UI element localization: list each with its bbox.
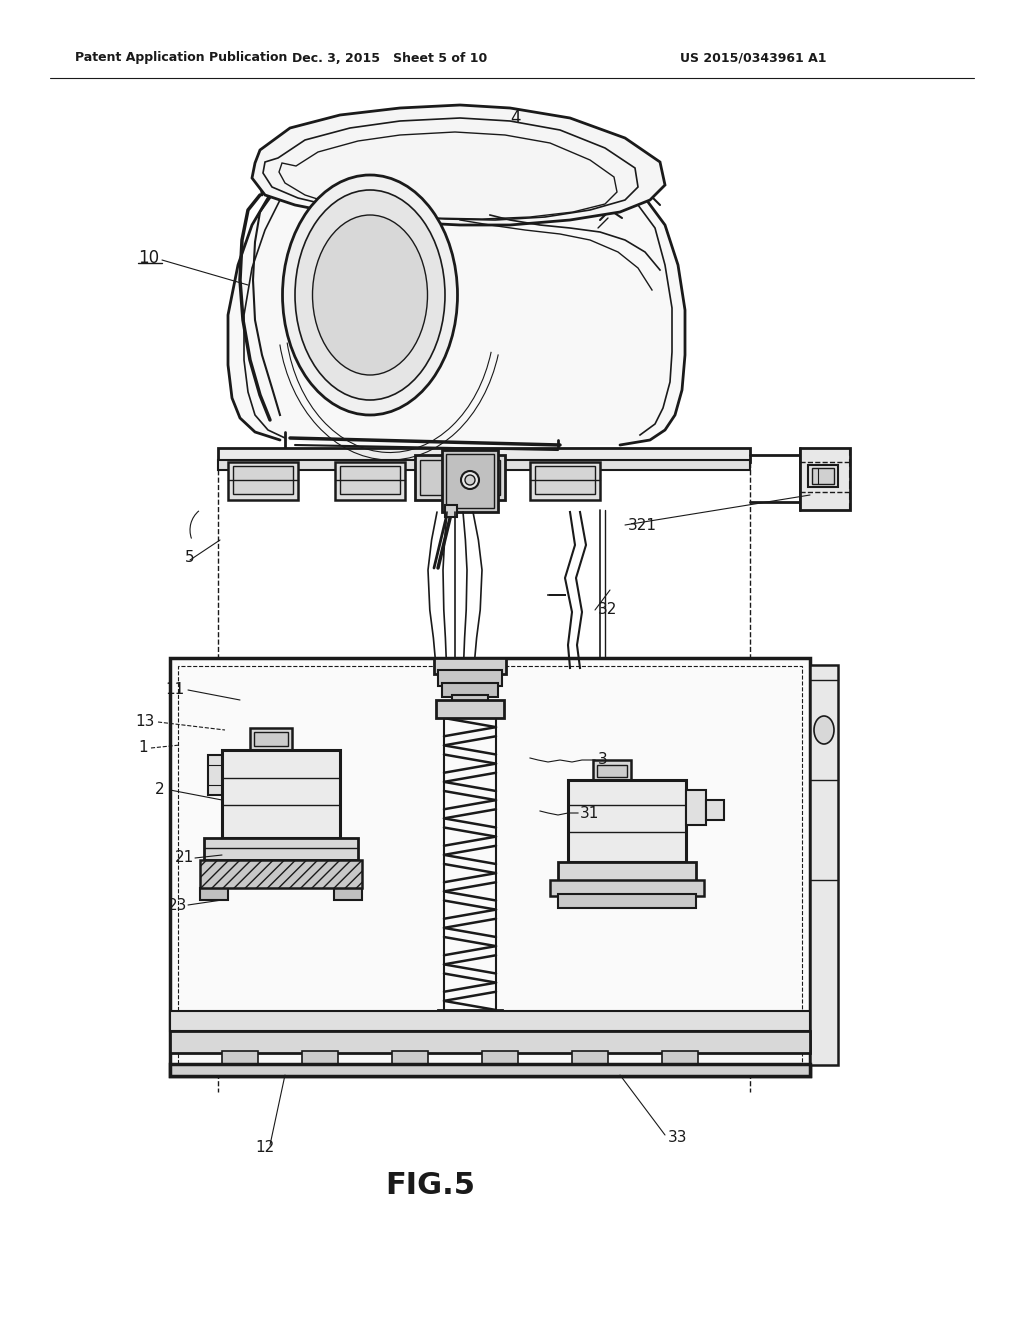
Bar xyxy=(335,462,406,500)
Bar xyxy=(170,657,810,1076)
Text: US 2015/0343961 A1: US 2015/0343961 A1 xyxy=(680,51,826,65)
Bar xyxy=(392,1051,428,1067)
Bar xyxy=(800,447,850,510)
Text: 321: 321 xyxy=(628,517,657,532)
Bar xyxy=(334,888,362,900)
Bar xyxy=(808,465,838,487)
Text: 3: 3 xyxy=(598,752,608,767)
Bar xyxy=(200,861,362,888)
Bar xyxy=(436,700,504,718)
Ellipse shape xyxy=(814,715,834,744)
Bar xyxy=(810,665,838,1065)
Bar xyxy=(434,657,506,675)
Bar xyxy=(222,750,340,838)
Bar xyxy=(420,459,500,495)
Text: 23: 23 xyxy=(168,898,187,912)
Bar xyxy=(170,1011,810,1031)
Bar xyxy=(178,667,802,1068)
Text: 5: 5 xyxy=(185,550,195,565)
Bar xyxy=(558,862,696,882)
Bar xyxy=(254,733,288,746)
Text: 32: 32 xyxy=(598,602,617,618)
Bar xyxy=(446,454,494,508)
Bar xyxy=(530,462,600,500)
Bar xyxy=(558,894,696,908)
Ellipse shape xyxy=(312,215,427,375)
Bar xyxy=(452,696,488,717)
Bar xyxy=(222,1051,258,1067)
Bar xyxy=(218,447,750,462)
Text: 33: 33 xyxy=(668,1130,687,1146)
Text: 21: 21 xyxy=(175,850,195,866)
Bar xyxy=(200,888,228,900)
Text: Patent Application Publication: Patent Application Publication xyxy=(75,51,288,65)
Text: 13: 13 xyxy=(135,714,155,730)
Bar xyxy=(228,462,298,500)
Bar xyxy=(706,800,724,820)
Bar xyxy=(250,729,292,750)
Text: 11: 11 xyxy=(165,682,184,697)
Ellipse shape xyxy=(461,471,479,488)
Polygon shape xyxy=(252,106,665,224)
Text: FIG.5: FIG.5 xyxy=(385,1171,475,1200)
Ellipse shape xyxy=(465,475,475,484)
Bar xyxy=(170,1031,810,1053)
Bar xyxy=(170,1064,810,1076)
Text: 31: 31 xyxy=(580,805,599,821)
Bar xyxy=(535,466,595,494)
Text: 1: 1 xyxy=(138,741,148,755)
Bar xyxy=(340,466,400,494)
Text: 4: 4 xyxy=(510,110,520,127)
Bar xyxy=(550,880,705,896)
Bar xyxy=(302,1051,338,1067)
Bar xyxy=(438,671,502,686)
Bar xyxy=(593,760,631,780)
Bar xyxy=(686,789,706,825)
Bar xyxy=(662,1051,698,1067)
Bar xyxy=(568,780,686,862)
Text: Dec. 3, 2015   Sheet 5 of 10: Dec. 3, 2015 Sheet 5 of 10 xyxy=(293,51,487,65)
Text: 2: 2 xyxy=(155,783,165,797)
Bar xyxy=(432,1024,508,1038)
Bar xyxy=(415,455,505,500)
Bar xyxy=(233,466,293,494)
Bar xyxy=(445,506,457,517)
Bar xyxy=(812,469,834,484)
Text: 12: 12 xyxy=(255,1140,274,1155)
Bar xyxy=(442,450,498,512)
Text: 10: 10 xyxy=(138,249,159,267)
Bar xyxy=(218,459,750,470)
Bar xyxy=(442,682,498,697)
Bar xyxy=(572,1051,608,1067)
Bar xyxy=(482,1051,518,1067)
Polygon shape xyxy=(228,198,685,447)
Bar xyxy=(208,755,222,795)
Bar xyxy=(597,766,627,777)
Ellipse shape xyxy=(283,176,458,414)
Bar xyxy=(438,1010,502,1026)
Ellipse shape xyxy=(295,190,445,400)
Bar xyxy=(204,838,358,861)
